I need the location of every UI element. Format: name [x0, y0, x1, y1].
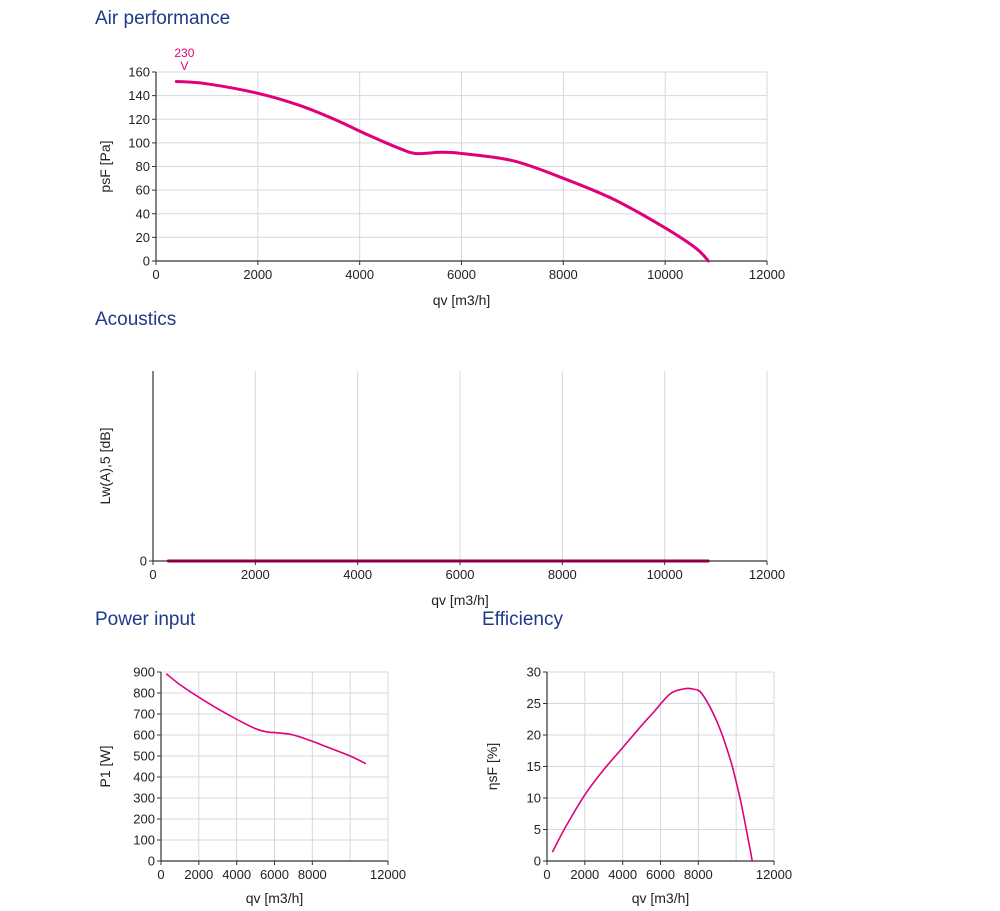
- power-chart: 0 2000 4000 6000 8000 12000 0 100 200 300 400 500 60…: [97, 665, 406, 907]
- efficiency-title: Efficiency: [482, 609, 563, 630]
- efficiency-x-tick-label: 2000: [570, 867, 599, 882]
- power-y-tick-label: 100: [133, 833, 155, 848]
- acoustics-x-tick-label: 4000: [343, 567, 372, 582]
- acoustics-x-tick-label: 0: [149, 567, 156, 582]
- air-y-tick-label: 40: [136, 206, 150, 221]
- efficiency-x-tick-label: 8000: [684, 867, 713, 882]
- efficiency-x-tick-label: 6000: [646, 867, 675, 882]
- acoustics-x-axis-label: qv [m3/h]: [431, 592, 489, 608]
- power-x-tick-label: 6000: [260, 867, 289, 882]
- power-y-tick-label: 600: [133, 728, 155, 743]
- air-x-tick-label: 6000: [447, 267, 476, 282]
- air-series-line: [174, 80, 710, 263]
- acoustics-x-tick-label: 8000: [548, 567, 577, 582]
- air-curve-annotation-unit: V: [180, 59, 188, 73]
- power-y-tick-label: 900: [133, 665, 155, 680]
- efficiency-y-tick-label: 20: [527, 728, 541, 743]
- efficiency-y-tick-label: 5: [534, 822, 541, 837]
- acoustics-x-tick-label: 6000: [446, 567, 475, 582]
- power-series-line: [165, 673, 367, 765]
- acoustics-title: Acoustics: [95, 309, 177, 330]
- efficiency-y-tick-label: 30: [527, 665, 541, 680]
- efficiency-chart: 0 2000 4000 6000 8000 12000 0 5 10 15 20 25 30 qv [m3…: [484, 665, 792, 907]
- air-y-tick-label: 0: [143, 254, 150, 269]
- acoustics-x-tick-label: 10000: [647, 567, 683, 582]
- acoustics-y-tick-label: 0: [140, 554, 147, 569]
- acoustics-y-axis-label: Lw(A),5 [dB]: [97, 427, 113, 504]
- efficiency-y-tick-label: 10: [527, 791, 541, 806]
- efficiency-y-axis-label: ηsF [%]: [484, 743, 500, 790]
- power-y-tick-label: 400: [133, 770, 155, 785]
- efficiency-series-line: [551, 687, 753, 862]
- power-y-tick-label: 500: [133, 749, 155, 764]
- air-y-tick-label: 60: [136, 183, 150, 198]
- air-y-tick-label: 20: [136, 230, 150, 245]
- acoustics-chart: 0 2000 4000 6000 8000 10000 12000 0 qv [m3/h] Lw(…: [97, 371, 785, 608]
- air-y-tick-label: 80: [136, 159, 150, 174]
- air-x-axis-label: qv [m3/h]: [433, 292, 491, 308]
- air-chart: 0 2000 4000 6000 8000 10000 12000 0 20 40 60 80 100 1…: [97, 46, 785, 308]
- air-y-tick-label: 160: [128, 65, 150, 80]
- air-performance-title: Air performance: [95, 8, 231, 29]
- power-x-tick-label: 12000: [370, 867, 406, 882]
- efficiency-x-tick-label: 4000: [608, 867, 637, 882]
- power-x-tick-label: 8000: [298, 867, 327, 882]
- power-y-tick-label: 200: [133, 812, 155, 827]
- power-x-tick-label: 2000: [184, 867, 213, 882]
- air-x-tick-label: 2000: [243, 267, 272, 282]
- air-x-tick-label: 0: [152, 267, 159, 282]
- power-x-tick-label: 0: [157, 867, 164, 882]
- efficiency-y-tick-label: 25: [527, 696, 541, 711]
- power-x-tick-label: 4000: [222, 867, 251, 882]
- acoustics-x-tick-label: 2000: [241, 567, 270, 582]
- efficiency-x-tick-label: 0: [543, 867, 550, 882]
- power-input-title: Power input: [95, 609, 196, 630]
- acoustics-x-tick-label: 12000: [749, 567, 785, 582]
- efficiency-y-tick-label: 15: [527, 759, 541, 774]
- power-y-tick-label: 0: [148, 854, 155, 869]
- power-y-axis-label: P1 [W]: [97, 745, 113, 787]
- air-x-tick-label: 8000: [549, 267, 578, 282]
- air-x-tick-label: 10000: [647, 267, 683, 282]
- power-y-tick-label: 700: [133, 707, 155, 722]
- air-y-tick-label: 120: [128, 112, 150, 127]
- efficiency-x-tick-label: 12000: [756, 867, 792, 882]
- air-x-tick-label: 4000: [345, 267, 374, 282]
- air-y-axis-label: psF [Pa]: [97, 140, 113, 192]
- power-x-axis-label: qv [m3/h]: [246, 890, 304, 906]
- air-curve-annotation-value: 230: [174, 46, 194, 60]
- air-x-tick-label: 12000: [749, 267, 785, 282]
- air-y-tick-label: 100: [128, 135, 150, 150]
- power-y-tick-label: 300: [133, 791, 155, 806]
- power-y-tick-label: 800: [133, 686, 155, 701]
- efficiency-x-axis-label: qv [m3/h]: [632, 890, 690, 906]
- efficiency-y-tick-label: 0: [534, 854, 541, 869]
- air-y-tick-label: 140: [128, 88, 150, 103]
